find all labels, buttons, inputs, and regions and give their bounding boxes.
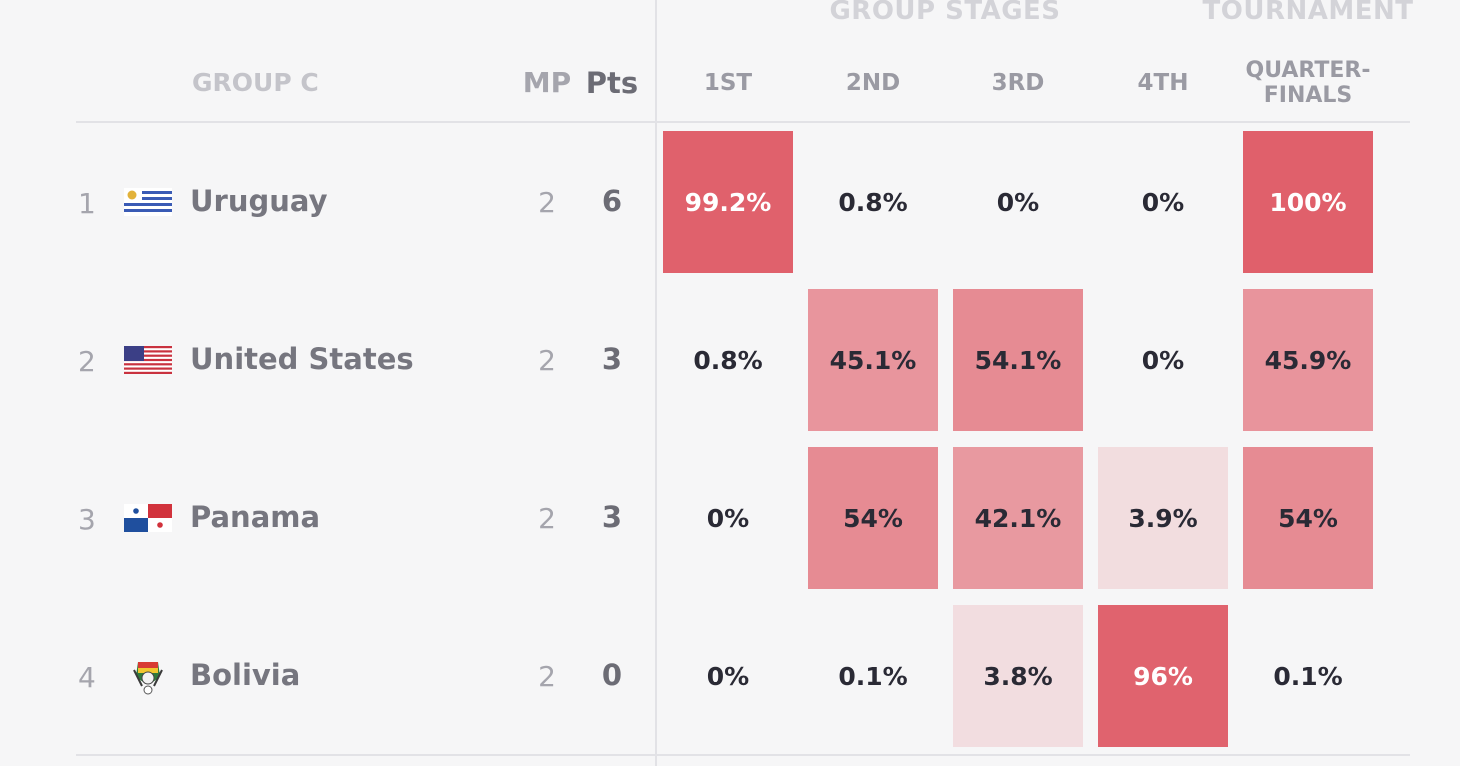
team-row: 1 Uruguay 2 6 99.2% 0.8% 0% 0% 100% [0, 131, 1460, 273]
group-stages-heading: GROUP STAGES [829, 0, 1061, 26]
matches-played: 2 [538, 344, 556, 377]
prob-cell-4th: 96% [1098, 605, 1228, 747]
prob-cell-2nd: 0.1% [838, 661, 908, 691]
prob-cell-2nd: 45.1% [808, 289, 938, 431]
stage-header-2nd: 2ND [845, 70, 901, 96]
column-divider [655, 0, 657, 766]
team-name: United States [190, 342, 414, 376]
rank: 2 [78, 345, 96, 378]
stage-header-4th: 4TH [1137, 70, 1189, 96]
rank: 1 [78, 187, 96, 220]
prob-cell-3rd: 42.1% [953, 447, 1083, 589]
rank: 3 [78, 503, 96, 536]
prob-cell-2nd: 54% [808, 447, 938, 589]
bolivia-crest-icon [133, 662, 163, 695]
uruguay-flag-icon [124, 188, 172, 216]
header-divider [76, 121, 1410, 123]
points: 3 [601, 342, 623, 376]
team-name: Panama [190, 500, 321, 534]
prob-cell-4th: 0% [1141, 345, 1185, 375]
matches-played: 2 [538, 502, 556, 535]
prob-cell-1st: 0% [706, 503, 750, 533]
prob-cell-quarterfinals: 0.1% [1273, 661, 1343, 691]
prob-cell-quarterfinals: 45.9% [1243, 289, 1373, 431]
matches-played: 2 [538, 186, 556, 219]
group-title: GROUP C [192, 68, 319, 97]
mp-header: MP [522, 66, 572, 99]
points: 0 [601, 658, 623, 692]
prob-cell-2nd: 0.8% [838, 187, 908, 217]
prob-cell-4th: 0% [1141, 187, 1185, 217]
prob-cell-3rd: 0% [996, 187, 1040, 217]
team-name: Uruguay [190, 184, 328, 218]
prob-cell-quarterfinals: 100% [1243, 131, 1373, 273]
points: 6 [601, 184, 623, 218]
team-row: 4 Bolivia 2 0 0% 0.1% 3.8% 96% 0.1% [0, 605, 1460, 747]
prob-cell-1st: 0.8% [693, 345, 763, 375]
usa-flag-icon [124, 346, 172, 374]
team-row: 3 Panama 2 3 0% 54% 42.1% 3.9% 54% [0, 447, 1460, 589]
panama-flag-icon [124, 504, 172, 532]
prob-cell-3rd: 3.8% [953, 605, 1083, 747]
quarterfinals-header: QUARTER- FINALS [1233, 58, 1383, 108]
quarterfinals-header-line2: FINALS [1263, 83, 1353, 108]
prob-cell-1st: 99.2% [663, 131, 793, 273]
footer-divider [76, 754, 1410, 756]
team-row: 2 United States 2 3 0.8% 45.1% 54.1% 0% … [0, 289, 1460, 431]
team-name: Bolivia [190, 658, 301, 692]
prob-cell-1st: 0% [706, 661, 750, 691]
prob-cell-quarterfinals: 54% [1243, 447, 1373, 589]
matches-played: 2 [538, 660, 556, 693]
quarterfinals-header-line1: QUARTER- [1245, 58, 1371, 83]
tournament-heading: TOURNAMENT [1202, 0, 1414, 26]
prob-cell-4th: 3.9% [1098, 447, 1228, 589]
rank: 4 [78, 661, 96, 694]
prob-cell-3rd: 54.1% [953, 289, 1083, 431]
pts-header: Pts [585, 66, 639, 100]
points: 3 [601, 500, 623, 534]
stage-header-1st: 1ST [703, 70, 753, 96]
stage-header-3rd: 3RD [991, 70, 1045, 96]
